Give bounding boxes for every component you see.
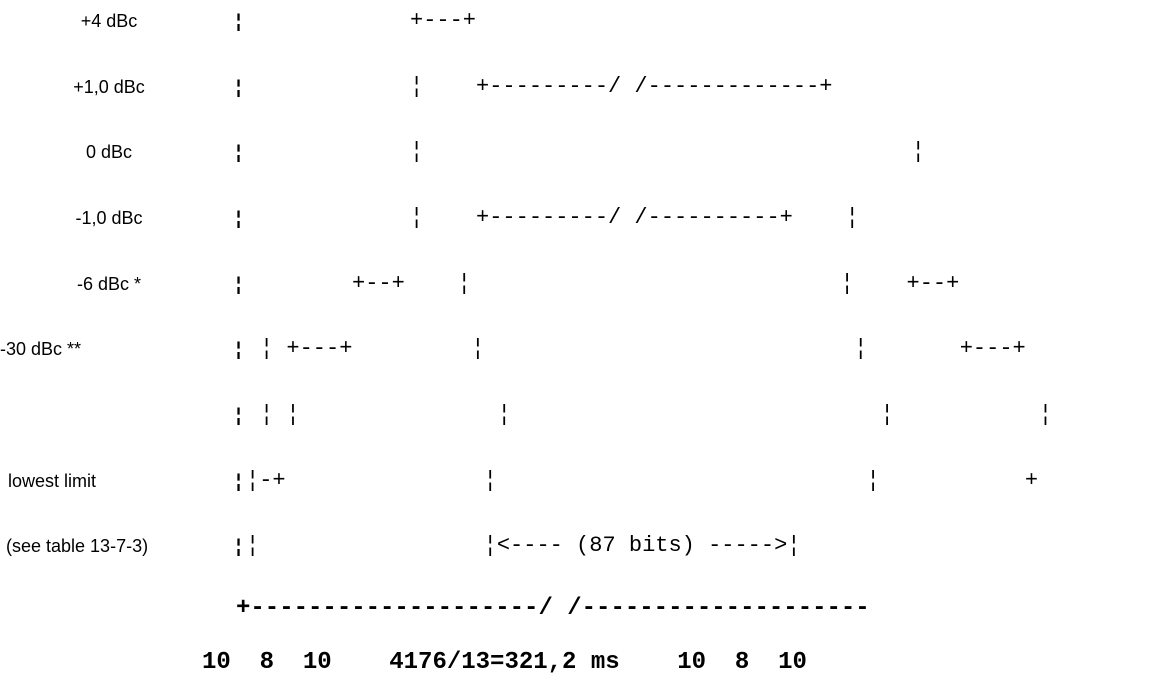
level-label-zero: 0 dBc: [85, 142, 133, 162]
axis-bar: ¦: [236, 339, 242, 359]
axis-bar: ¦: [236, 405, 242, 425]
level-label-lowest: lowest limit: [8, 471, 97, 491]
mask-line-zero: ¦ ¦: [410, 139, 925, 164]
level-label-minus1: -1,0 dBc: [75, 208, 143, 228]
level-label-plus1: +1,0 dBc: [73, 77, 145, 97]
mask-line-bits: ¦ ¦<---- (87 bits) ----->¦: [246, 533, 801, 558]
mask-line-plus1: ¦ +---------/ /-------------+: [410, 74, 833, 99]
axis-bar: ¦: [236, 536, 242, 556]
axis-bar: ¦: [236, 77, 242, 97]
mask-line-minus30: ¦ +---+ ¦ ¦ +---+: [260, 336, 1026, 361]
mask-line-minus1: ¦ +---------/ /----------+ ¦: [410, 205, 859, 230]
axis-bar: ¦: [236, 11, 242, 31]
level-label-see-table: (see table 13-7-3): [6, 536, 149, 556]
axis-bar: ¦: [236, 142, 242, 162]
mask-line-plus4: +---+: [410, 8, 477, 33]
mask-line-minus6: +--+ ¦ ¦ +--+: [352, 271, 960, 296]
timing-labels: 10 8 10 4176/13=321,2 ms 10 8 10: [202, 649, 807, 676]
mask-line-lowest: ¦-+ ¦ ¦ +: [246, 468, 1039, 493]
axis-bar: ¦: [236, 274, 242, 294]
level-label-minus30: -30 dBc **: [0, 339, 82, 359]
mask-line-blank: ¦ ¦ ¦ ¦ ¦: [260, 402, 1053, 427]
level-label-minus6: -6 dBc *: [76, 274, 142, 294]
time-axis-line: +--------------------/ /----------------…: [236, 595, 870, 622]
level-label-plus4: +4 dBc: [80, 11, 138, 31]
axis-bar: ¦: [236, 208, 242, 228]
axis-bar: ¦: [236, 471, 242, 491]
